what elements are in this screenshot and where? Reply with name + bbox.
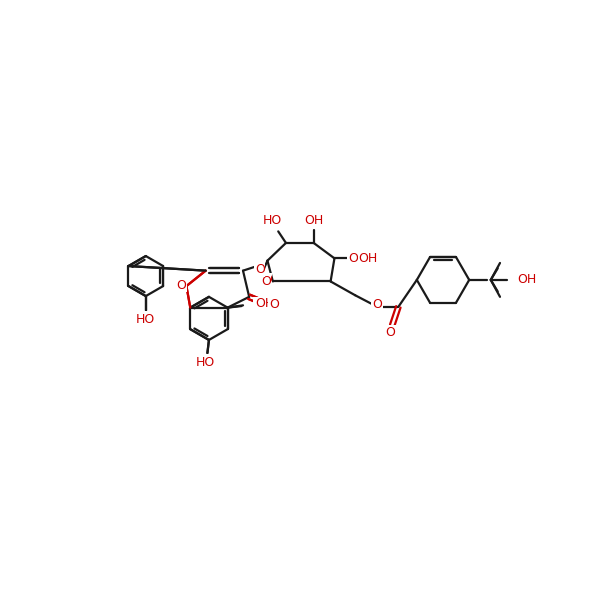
Text: OH: OH	[348, 252, 367, 265]
Text: HO: HO	[263, 214, 283, 227]
Text: O: O	[269, 298, 279, 311]
Text: OH: OH	[254, 297, 273, 310]
Text: OH: OH	[358, 252, 377, 265]
Text: OH: OH	[256, 297, 275, 310]
Text: O: O	[175, 278, 185, 291]
Text: O: O	[385, 326, 395, 339]
Text: O: O	[268, 299, 278, 313]
Text: HO: HO	[196, 355, 215, 368]
Text: O: O	[262, 274, 272, 286]
Text: O: O	[176, 279, 186, 292]
Text: O: O	[373, 298, 383, 311]
Text: O: O	[254, 263, 264, 276]
Text: O: O	[386, 326, 395, 339]
Text: OH: OH	[304, 214, 323, 227]
Text: O: O	[261, 275, 271, 288]
Text: HO: HO	[136, 313, 155, 326]
Text: OH: OH	[515, 274, 535, 286]
Text: OH: OH	[304, 215, 323, 228]
Text: HO: HO	[196, 356, 215, 369]
Text: HO: HO	[136, 311, 155, 324]
Text: OH: OH	[517, 274, 536, 286]
Text: HO: HO	[262, 215, 281, 228]
Text: O: O	[255, 263, 265, 276]
Text: O: O	[372, 297, 382, 310]
